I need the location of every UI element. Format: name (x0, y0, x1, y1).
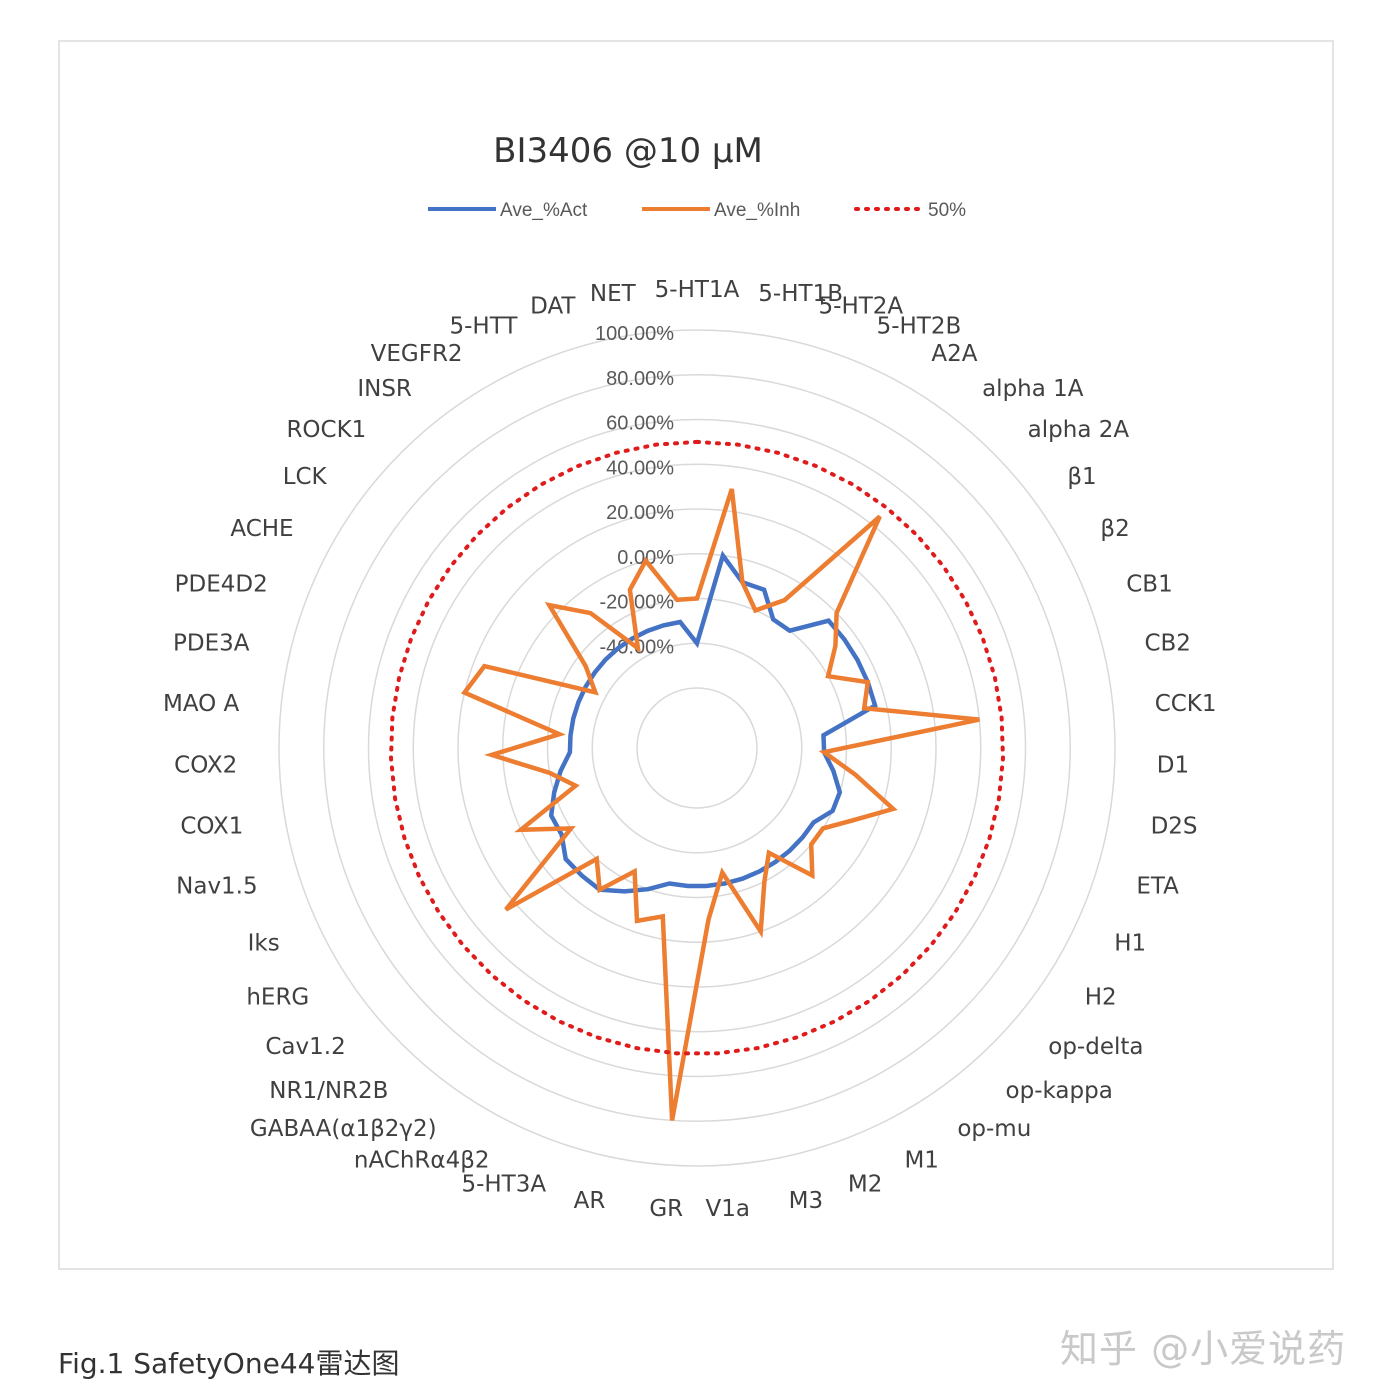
category-label: INSR (357, 376, 412, 402)
category-label: PDE4D2 (175, 572, 268, 598)
category-label: GR (649, 1196, 683, 1222)
r-tick-label: -20.00% (600, 592, 675, 614)
category-label: COX1 (180, 814, 243, 840)
category-label: H1 (1114, 931, 1146, 957)
category-label: M1 (904, 1148, 938, 1174)
category-label: V1a (705, 1196, 749, 1222)
category-label: 5-HT2B (877, 314, 962, 340)
category-label: NET (590, 281, 637, 307)
r-tick-label: 100.00% (595, 323, 674, 345)
grid-ring (457, 508, 937, 988)
category-label: ETA (1136, 873, 1179, 899)
category-label: AR (574, 1188, 606, 1214)
category-label: 5-HTT (449, 314, 518, 340)
category-label: op-mu (957, 1116, 1031, 1142)
legend-label: Ave_%Inh (714, 200, 800, 221)
category-label: DAT (530, 293, 576, 319)
legend-label: 50% (928, 200, 966, 221)
figure-caption: Fig.1 SafetyOne44雷达图 (58, 1347, 400, 1380)
grid-ring (367, 418, 1027, 1078)
r-tick-label: 20.00% (606, 502, 674, 524)
r-tick-label: 80.00% (606, 368, 674, 390)
r-tick-label: 40.00% (606, 457, 674, 479)
legend: Ave_%Act Ave_%Inh 50% (428, 200, 966, 221)
category-label: NR1/NR2B (269, 1078, 388, 1104)
category-label: alpha 1A (982, 376, 1084, 402)
grid-ring (502, 553, 892, 943)
category-label: Iks (248, 931, 280, 957)
chart-frame (58, 40, 1334, 1270)
category-label: Cav1.2 (265, 1034, 345, 1060)
category-label: LCK (283, 464, 328, 490)
category-label: PDE3A (173, 630, 250, 656)
series-line-0 (548, 550, 878, 894)
category-label: 5-HT3A (461, 1172, 546, 1198)
r-tick-label: 60.00% (606, 413, 674, 435)
category-label: M3 (789, 1188, 823, 1214)
category-label: M2 (848, 1172, 882, 1198)
category-label: alpha 2A (1028, 417, 1130, 443)
series-line-2 (388, 439, 1006, 1056)
category-label: COX2 (174, 752, 237, 778)
category-label: CCK1 (1155, 691, 1217, 717)
category-label: GABAA(α1β2γ2) (250, 1116, 437, 1142)
category-label: ROCK1 (286, 417, 366, 443)
category-label: hERG (246, 985, 309, 1011)
category-label: A2A (931, 341, 977, 367)
category-label: 5-HT1A (655, 277, 740, 303)
category-label: ACHE (230, 516, 293, 542)
grid-ring (636, 687, 758, 809)
watermark-text: 知乎 @小爱说药 (1060, 1327, 1347, 1371)
category-label: β2 (1100, 516, 1129, 542)
category-label: 5-HT1B (758, 281, 843, 307)
chart-title: BI3406 @10 μM (493, 131, 763, 171)
category-label: MAO A (163, 691, 240, 717)
grid-ring (412, 463, 982, 1033)
grid-ring (591, 642, 803, 854)
category-label: CB1 (1126, 572, 1172, 598)
category-label: op-kappa (1006, 1078, 1113, 1104)
category-label: H2 (1085, 985, 1117, 1011)
category-label: 5-HT2A (819, 293, 904, 319)
series-line-1 (460, 488, 980, 1121)
category-label: β1 (1067, 464, 1096, 490)
grid-ring (278, 329, 1116, 1167)
category-label: nAChRα4β2 (354, 1148, 490, 1174)
category-label: Nav1.5 (176, 873, 258, 899)
category-label: op-delta (1048, 1034, 1143, 1060)
category-label: CB2 (1144, 630, 1190, 656)
legend-label: Ave_%Act (500, 200, 588, 221)
radar-grid (278, 329, 1116, 1167)
category-label: D1 (1157, 752, 1189, 778)
grid-ring (323, 374, 1071, 1122)
category-label: VEGFR2 (371, 341, 463, 367)
category-label: D2S (1151, 814, 1198, 840)
